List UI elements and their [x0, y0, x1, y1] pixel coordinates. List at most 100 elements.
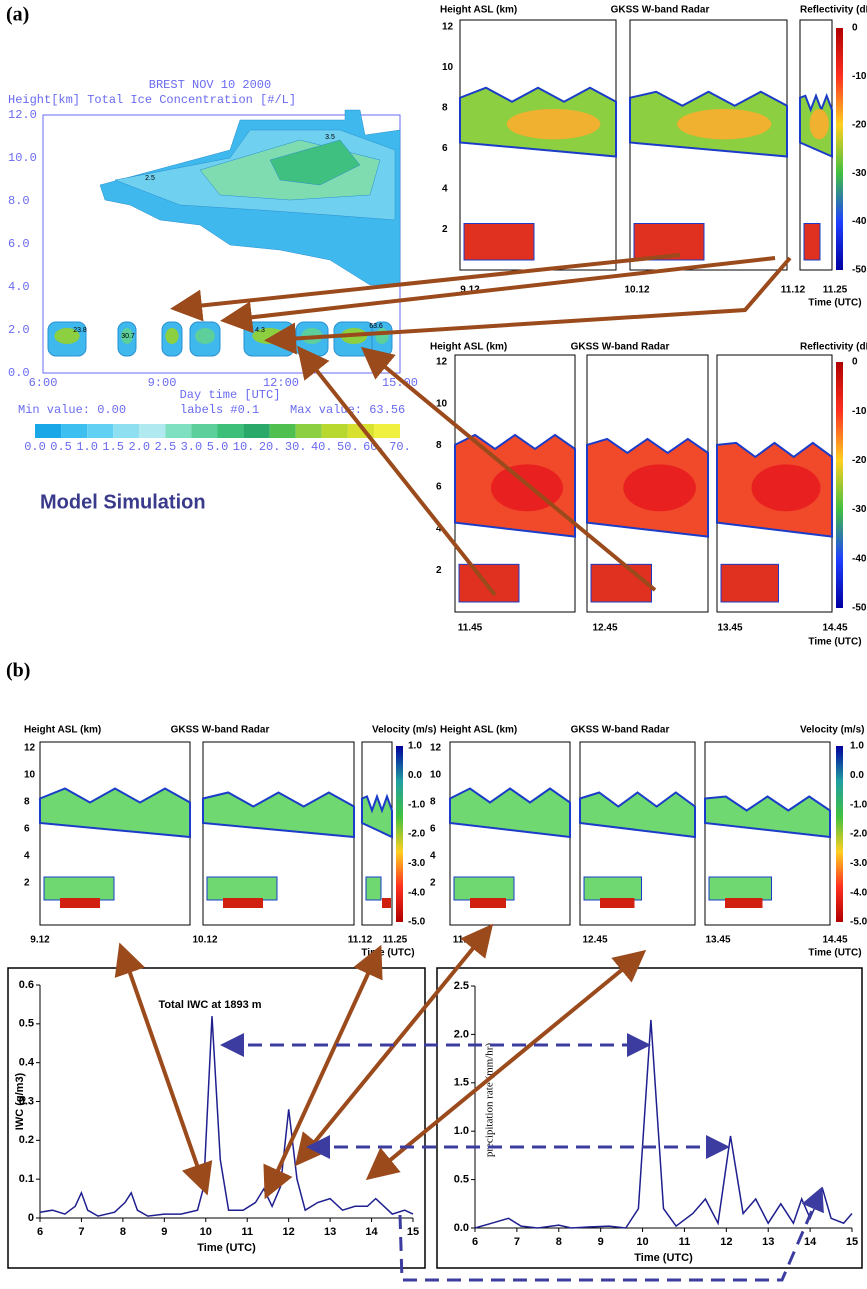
t: -20: [852, 119, 867, 130]
t: Time (UTC): [808, 948, 861, 959]
low-echo-core: [725, 898, 763, 908]
low-echo: [454, 877, 514, 900]
low-echo-core: [600, 898, 635, 908]
t: 12.0: [8, 108, 37, 122]
t: 12: [24, 743, 36, 754]
t: 63.6: [369, 323, 383, 330]
t: Velocity (m/s): [800, 725, 864, 736]
low-echo: [366, 877, 381, 900]
t: 12: [283, 1226, 295, 1238]
t: Height[km] Total Ice Concentration [#/L]: [8, 93, 296, 107]
t: 8: [556, 1236, 562, 1248]
t: 12: [430, 743, 442, 754]
t: 9:00: [148, 376, 177, 390]
t: 8: [24, 797, 30, 808]
t: 0.0: [408, 770, 422, 781]
colorbar-cell: [165, 424, 191, 438]
t: 0.1: [19, 1173, 34, 1185]
t: 10: [636, 1236, 648, 1248]
t: 1.0: [76, 440, 98, 454]
t: 6:00: [29, 376, 58, 390]
t: 10.12: [192, 935, 217, 946]
t: 13: [762, 1236, 774, 1248]
t: -2.0: [408, 829, 426, 840]
t: -10: [852, 406, 867, 417]
t: 12: [442, 22, 454, 33]
t: 30.7: [121, 333, 135, 340]
t: 0.5: [19, 1018, 34, 1030]
t: 1.0: [850, 741, 864, 752]
t: precipitation rate (mm/hr): [484, 1043, 496, 1158]
colorbar-cell: [218, 424, 244, 438]
t: -1.0: [850, 799, 867, 810]
t: 70.: [389, 440, 411, 454]
t: 0.6: [19, 979, 34, 991]
t: -50: [852, 603, 867, 614]
t: 6: [430, 824, 436, 835]
contour-core: [375, 328, 388, 344]
t: -5.0: [850, 917, 867, 928]
echo-core: [507, 109, 601, 139]
colorbar-cell: [296, 424, 322, 438]
t: 0.0: [850, 770, 864, 781]
t: 1.5: [102, 440, 124, 454]
t: 7: [514, 1236, 520, 1248]
t: 13.45: [717, 623, 742, 634]
t: 40.: [311, 440, 333, 454]
t: Reflectivity (dBZ): [800, 342, 867, 353]
chart-frame: [8, 968, 425, 1268]
t: 11.45: [458, 623, 483, 634]
t: 4.0: [8, 280, 30, 294]
echo-core: [752, 464, 821, 511]
colorbar-cell: [35, 424, 61, 438]
colorbar-cell: [191, 424, 217, 438]
t: -1.0: [408, 799, 426, 810]
t: Time (UTC): [808, 637, 861, 648]
t: BREST NOV 10 2000: [149, 78, 271, 92]
t: 2.5: [145, 175, 155, 182]
t: -4.0: [408, 887, 426, 898]
t: IWC (g/m3): [14, 1072, 26, 1130]
t: 9: [598, 1236, 604, 1248]
contour-core: [195, 328, 215, 344]
arrow: [268, 952, 378, 1192]
t: 9.12: [30, 935, 50, 946]
t: 13: [324, 1226, 336, 1238]
low-echo-core: [470, 898, 506, 908]
echo-core: [623, 464, 696, 511]
t: GKSS W-band Radar: [571, 342, 670, 353]
t: 0.0: [454, 1222, 469, 1234]
t: 12.45: [592, 623, 617, 634]
t: 10: [442, 62, 454, 73]
t: 11.45: [453, 935, 478, 946]
t: 2.5: [155, 440, 177, 454]
t: GKSS W-band Radar: [611, 5, 710, 16]
t: -4.0: [850, 887, 867, 898]
t: Total IWC at 1893 m: [158, 999, 261, 1011]
low-echo-core: [60, 898, 100, 908]
colorbar: [836, 28, 843, 270]
colorbar: [836, 746, 843, 922]
t: 6: [442, 143, 448, 154]
t: Height ASL (km): [24, 725, 101, 736]
t: 7: [78, 1226, 84, 1238]
chart-frame: [437, 968, 862, 1268]
t: Time (UTC): [361, 948, 414, 959]
t: 10.12: [624, 285, 649, 296]
t: 14.45: [822, 623, 847, 634]
low-echo: [591, 564, 652, 602]
low-echo: [721, 564, 779, 602]
t: 11.25: [383, 935, 408, 946]
low-echo: [709, 877, 772, 900]
low-echo-core: [382, 898, 391, 908]
t: -3.0: [408, 858, 426, 869]
low-echo-core: [223, 898, 263, 908]
colorbar-cell: [87, 424, 113, 438]
low-echo: [44, 877, 114, 900]
t: -40: [852, 553, 867, 564]
low-echo: [459, 564, 519, 602]
t: 11.12: [348, 935, 373, 946]
t: 0.2: [19, 1134, 34, 1146]
t: 0.0: [8, 366, 30, 380]
colorbar-cell: [374, 424, 400, 438]
